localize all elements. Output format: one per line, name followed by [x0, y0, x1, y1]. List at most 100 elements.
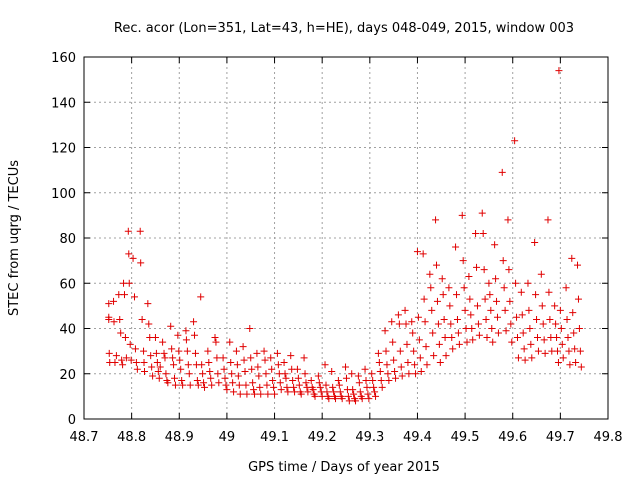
data-point: [124, 227, 132, 235]
data-point: [191, 331, 199, 339]
data-point: [482, 315, 490, 323]
data-point: [322, 381, 330, 389]
data-point: [355, 379, 363, 387]
data-point: [198, 361, 206, 369]
data-point: [295, 381, 303, 389]
data-point: [413, 248, 421, 256]
y-tick-label: 60: [59, 277, 76, 292]
data-point: [105, 300, 113, 308]
data-point: [435, 340, 443, 348]
x-tick-label: 49.2: [308, 430, 337, 445]
y-axis-label: STEC from uqrg / TECUs: [7, 160, 22, 316]
data-point: [111, 358, 119, 366]
data-point: [304, 388, 312, 396]
data-point: [486, 291, 494, 299]
data-point: [488, 325, 496, 332]
data-point: [152, 349, 160, 357]
y-tick-label: 80: [59, 232, 76, 247]
data-point: [117, 329, 125, 337]
data-point: [473, 302, 481, 310]
data-point: [125, 250, 133, 258]
data-point: [414, 313, 422, 321]
data-point: [178, 377, 186, 385]
data-point: [554, 358, 562, 366]
data-point: [300, 354, 308, 362]
data-point: [345, 397, 353, 405]
data-point: [375, 358, 383, 366]
data-point: [540, 336, 548, 344]
x-tick-label: 48.8: [117, 430, 146, 445]
data-point: [458, 211, 466, 219]
data-point: [344, 392, 352, 400]
data-point: [127, 356, 135, 364]
data-point: [441, 334, 449, 342]
data-point: [332, 395, 340, 403]
x-axis-label: GPS time / Days of year 2015: [248, 460, 440, 475]
data-point: [385, 377, 393, 385]
data-point: [131, 345, 139, 353]
data-point: [338, 395, 346, 403]
data-point: [226, 338, 234, 346]
data-point: [358, 395, 366, 403]
data-point: [487, 306, 495, 314]
data-point: [290, 383, 298, 391]
data-point: [449, 345, 457, 353]
data-point: [247, 354, 255, 362]
data-point: [398, 372, 406, 380]
data-point: [420, 295, 428, 303]
chart-title: Rec. acor (Lon=351, Lat=43, h=HE), days …: [114, 21, 574, 36]
data-point: [329, 383, 337, 391]
data-point: [170, 361, 178, 369]
data-point: [452, 243, 460, 251]
data-point: [466, 295, 474, 303]
data-point: [432, 216, 440, 224]
data-point: [388, 318, 396, 326]
data-point: [568, 254, 576, 262]
data-point: [137, 259, 145, 267]
data-point: [489, 338, 497, 346]
data-point: [381, 327, 389, 335]
data-point: [159, 338, 167, 346]
data-point: [572, 358, 580, 366]
data-point: [438, 275, 446, 283]
data-point: [241, 367, 249, 375]
data-point: [514, 354, 522, 362]
data-point: [219, 354, 227, 362]
data-point: [335, 381, 343, 389]
data-point: [501, 306, 509, 314]
data-point: [325, 395, 333, 403]
data-point: [363, 383, 371, 391]
y-tick-label: 40: [59, 323, 76, 338]
data-point: [243, 390, 251, 398]
data-point: [507, 320, 515, 328]
data-point: [140, 358, 148, 366]
data-point: [125, 279, 133, 287]
data-point: [155, 374, 163, 382]
data-point: [472, 229, 480, 237]
data-point: [105, 349, 113, 357]
data-point: [494, 329, 502, 337]
data-point: [201, 383, 209, 391]
data-point: [446, 302, 454, 310]
data-point: [311, 392, 319, 400]
data-point: [147, 352, 155, 360]
data-point: [156, 363, 164, 371]
data-point: [183, 347, 191, 355]
data-point: [294, 374, 302, 382]
data-point: [508, 338, 516, 346]
data-point: [297, 390, 305, 398]
data-point: [473, 263, 481, 271]
data-point: [149, 372, 157, 380]
data-point: [520, 345, 528, 353]
data-point: [330, 388, 338, 396]
data-point: [153, 358, 161, 366]
data-point: [214, 370, 222, 378]
data-point: [356, 388, 364, 396]
data-point: [268, 365, 276, 373]
x-tick-label: 49.6: [498, 430, 527, 445]
data-point: [439, 291, 447, 299]
data-point: [517, 288, 525, 296]
data-point: [269, 377, 277, 385]
data-point: [460, 284, 468, 292]
data-point: [289, 377, 297, 385]
